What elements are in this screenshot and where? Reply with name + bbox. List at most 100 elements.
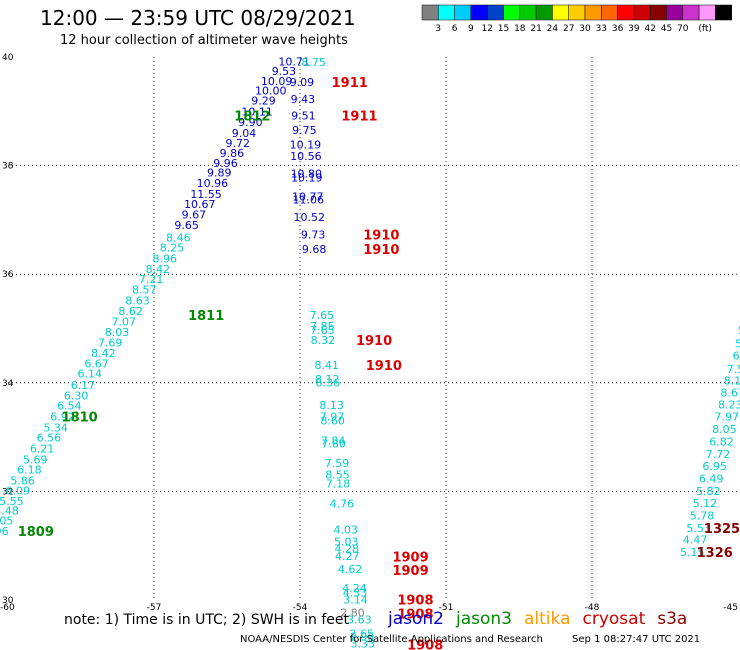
pass-time-label: 1908 — [407, 639, 443, 650]
wave-height-point: 5.82 — [696, 485, 721, 498]
wave-height-point: 3.33 — [351, 637, 376, 650]
wave-height-point: 10.52 — [293, 211, 325, 224]
color-scale-label: 39 — [628, 24, 640, 34]
wave-height-point: 7.59 — [325, 457, 350, 470]
wave-height-point: 7.18 — [326, 477, 351, 490]
wave-height-point: 2.95 — [350, 630, 375, 643]
wave-height-point: 6.56 — [37, 432, 62, 445]
wave-height-point: 8.03 — [105, 326, 130, 339]
color-scale-label: 15 — [498, 24, 509, 34]
color-scale-label: (ft) — [698, 24, 712, 34]
color-scale-label: 42 — [644, 24, 655, 34]
pass-time-label: 1810 — [62, 410, 98, 425]
wave-height-point: 7.97 — [715, 410, 740, 423]
y-tick-label: 38 — [2, 162, 14, 172]
satellite-legend: jason2 jason3 altika cryosat s3a — [388, 609, 699, 629]
wave-height-point: 9.29 — [251, 94, 276, 107]
color-swatch — [503, 4, 521, 21]
wave-height-point: 2.80 — [340, 606, 365, 619]
color-swatch — [470, 4, 488, 21]
wave-height-point: 6.30 — [64, 389, 89, 402]
color-scale-label: 21 — [530, 24, 541, 34]
wave-height-point: 8.96 — [152, 252, 177, 265]
wave-height-point: 4.28 — [334, 542, 359, 555]
color-scale-label: 6 — [452, 24, 458, 34]
wave-height-point: 7.80 — [321, 438, 346, 451]
pass-time-label: 1910 — [356, 334, 392, 349]
color-scale-label: 27 — [563, 24, 574, 34]
color-scale-label: 3 — [435, 24, 441, 34]
color-swatch — [649, 4, 667, 21]
wave-height-point: 8.42 — [91, 347, 116, 360]
wave-height-point: 4.24 — [342, 582, 367, 595]
wave-height-point: 6.49 — [699, 472, 724, 485]
y-axis-ticks: 30 32 34 36 38 40 — [2, 53, 14, 606]
wave-height-point: 4.33 — [343, 586, 368, 599]
footer: NOAA/NESDIS Center for Satellite Applica… — [240, 634, 700, 645]
wave-height-point: 6.95 — [702, 460, 727, 473]
wave-height-point: 9.65 — [174, 219, 199, 232]
wave-height-point: 5.69 — [23, 453, 48, 466]
wave-height-point: 10.77 — [292, 191, 324, 204]
satellite-legend-item: cryosat — [582, 609, 646, 629]
x-tick-label: -57 — [147, 603, 162, 613]
wave-height-point: 9.90 — [238, 116, 263, 129]
wave-height-point: 10.09 — [261, 75, 293, 88]
color-swatch — [519, 4, 537, 21]
wave-height-point: 8.23 — [718, 399, 740, 412]
wave-height-point: 7.72 — [706, 448, 731, 461]
wave-height-point: 4.48 — [0, 504, 19, 517]
x-tick-label: -60 — [0, 603, 15, 613]
wave-height-point: 8.46 — [166, 231, 191, 244]
color-swatch — [486, 4, 504, 21]
wave-height-point: 7.21 — [139, 273, 164, 286]
wave-height-points: 10.719.5310.0910.009.2910.119.909.049.72… — [0, 55, 740, 650]
color-scale-label: 45 — [661, 24, 672, 34]
wave-height-point: 11.06 — [293, 193, 325, 206]
pass-time-label: 1911 — [332, 76, 368, 91]
pass-time-label: 1909 — [392, 564, 428, 579]
wave-height-point: 10.00 — [255, 85, 287, 98]
wave-height-point: 6.21 — [30, 443, 55, 456]
x-tick-label: -45 — [723, 603, 738, 613]
wave-height-point: 7.69 — [98, 337, 123, 350]
wave-height-point: 7.65 — [310, 309, 335, 322]
wave-height-point: 5.03 — [334, 535, 359, 548]
wave-height-point: 4.62 — [338, 563, 363, 576]
wave-height-point: 7.65 — [310, 324, 335, 337]
y-tick-label: 30 — [2, 596, 14, 606]
wave-height-point: 10.71 — [278, 55, 310, 68]
wave-height-point: 8.42 — [146, 263, 171, 276]
wave-height-point: 3.96 — [0, 525, 9, 538]
satellite-legend-item: jason3 — [456, 609, 512, 629]
color-scale-label: 70 — [677, 24, 689, 34]
satellite-legend-item: s3a — [657, 609, 688, 629]
wave-height-point: 10.11 — [241, 105, 273, 118]
color-scale-legend: 3 6 9 12 15 18 21 24 27 30 33 36 39 42 45 70 (ft) — [421, 4, 732, 34]
wave-height-point: 6.5 — [733, 350, 740, 363]
x-tick-label: -54 — [293, 603, 308, 613]
wave-height-point: 5.78 — [690, 509, 715, 522]
y-tick-label: 34 — [2, 379, 14, 389]
wave-height-point: 8.13 — [319, 399, 344, 412]
wave-height-point: 6.09 — [5, 484, 30, 497]
chart-subtitle: 12 hour collection of altimeter wave hei… — [60, 33, 348, 48]
y-tick-label: 40 — [2, 53, 14, 63]
color-swatch — [666, 4, 684, 21]
wave-height-point: 5.86 — [10, 475, 35, 488]
wave-height-point: 5.12 — [693, 497, 718, 510]
color-scale-label: 36 — [612, 24, 624, 34]
wave-height-point: 9.75 — [292, 124, 317, 137]
wave-height-point: 9.89 — [207, 167, 232, 180]
wave-height-point: 4.27 — [335, 550, 360, 563]
color-swatch — [568, 4, 586, 21]
wave-height-point: 6.92 — [50, 410, 75, 423]
wave-height-point: 7.07 — [112, 315, 137, 328]
footer-timestamp: Sep 1 08:27:47 UTC 2021 — [572, 634, 701, 645]
pass-time-label: 1911 — [341, 110, 377, 125]
y-tick-label: 32 — [2, 487, 13, 497]
wave-height-point: 10.96 — [197, 177, 229, 190]
wave-height-point: 5.5 — [735, 338, 740, 351]
x-tick-label: -48 — [585, 603, 600, 613]
color-swatch — [601, 4, 618, 21]
